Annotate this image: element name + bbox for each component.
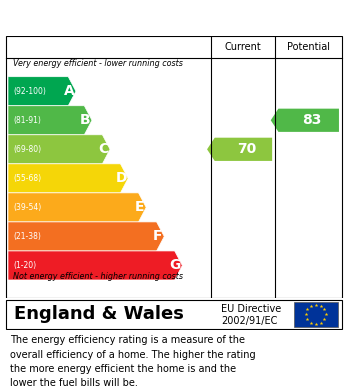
Text: (1-20): (1-20) — [13, 261, 36, 270]
Polygon shape — [8, 135, 110, 164]
Text: Current: Current — [224, 42, 261, 52]
Polygon shape — [8, 222, 164, 251]
Text: EU Directive: EU Directive — [221, 304, 281, 314]
Polygon shape — [8, 251, 182, 280]
FancyBboxPatch shape — [294, 301, 338, 327]
Polygon shape — [207, 138, 272, 161]
Text: Energy Efficiency Rating: Energy Efficiency Rating — [10, 9, 239, 27]
Text: B: B — [80, 113, 90, 127]
Text: C: C — [98, 142, 108, 156]
Text: The energy efficiency rating is a measure of the
overall efficiency of a home. T: The energy efficiency rating is a measur… — [10, 335, 256, 388]
Text: (69-80): (69-80) — [13, 145, 41, 154]
Text: 70: 70 — [237, 142, 256, 156]
Text: (81-91): (81-91) — [13, 116, 41, 125]
Polygon shape — [8, 193, 146, 222]
Polygon shape — [8, 77, 76, 106]
FancyBboxPatch shape — [6, 300, 342, 329]
Text: D: D — [116, 171, 127, 185]
Polygon shape — [8, 164, 128, 193]
Polygon shape — [271, 109, 339, 132]
Text: G: G — [170, 258, 181, 273]
Text: E: E — [134, 201, 144, 214]
Text: 83: 83 — [302, 113, 322, 127]
Text: (39-54): (39-54) — [13, 203, 41, 212]
Text: Potential: Potential — [287, 42, 330, 52]
Text: (55-68): (55-68) — [13, 174, 41, 183]
Text: A: A — [64, 84, 74, 98]
Text: Not energy efficient - higher running costs: Not energy efficient - higher running co… — [13, 271, 183, 280]
Text: (92-100): (92-100) — [13, 87, 46, 96]
Text: (21-38): (21-38) — [13, 232, 41, 241]
Text: Very energy efficient - lower running costs: Very energy efficient - lower running co… — [13, 59, 183, 68]
Text: F: F — [152, 230, 162, 244]
Text: England & Wales: England & Wales — [14, 305, 184, 323]
Text: 2002/91/EC: 2002/91/EC — [221, 316, 277, 326]
Polygon shape — [8, 106, 92, 135]
